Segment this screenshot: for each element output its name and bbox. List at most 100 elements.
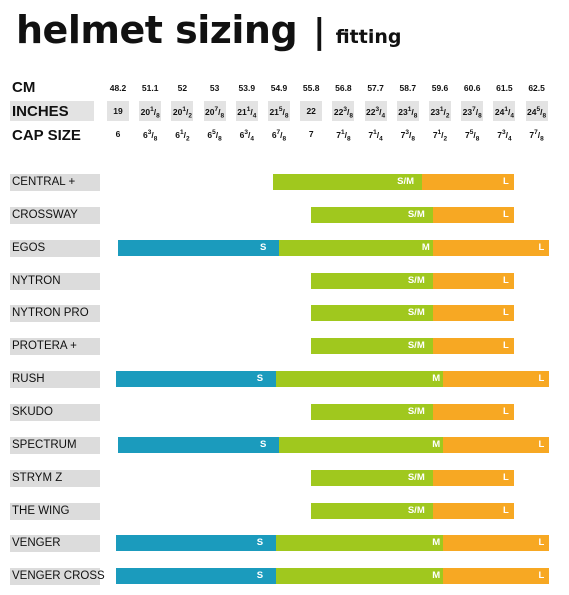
size-bar-label: L <box>503 275 509 286</box>
cap-size-value: 63/8 <box>143 129 158 143</box>
size-bar-label: M <box>432 570 441 581</box>
inches-cell-bg <box>396 101 419 121</box>
cm-value: 62.5 <box>528 83 545 93</box>
cap-size-value: 71/2 <box>432 129 448 143</box>
size-bar-s-m <box>311 273 433 289</box>
size-bar-label: S/M <box>397 176 414 187</box>
cm-value: 53.9 <box>238 83 256 93</box>
inches-cell-bg <box>461 101 484 121</box>
inches-value: 231/2 <box>430 106 450 120</box>
inches-value: 201/8 <box>140 106 160 120</box>
page-title: helmet sizing | fitting <box>16 8 401 58</box>
size-bar-label: S/M <box>407 505 425 516</box>
size-bar-m <box>275 568 444 584</box>
model-name: PROTERA + <box>10 338 100 355</box>
size-bar-l <box>443 568 550 584</box>
size-bar-m <box>275 371 444 387</box>
size-bar-l <box>443 535 550 551</box>
size-bar-l <box>432 240 550 256</box>
cm-value: 59.6 <box>431 83 449 93</box>
inches-cell-bg <box>139 101 162 121</box>
size-bar-label: S <box>256 537 264 548</box>
model-name: VENGER <box>10 535 100 552</box>
size-bar-l <box>443 371 550 387</box>
size-bar-l <box>443 437 550 453</box>
size-bar-label: L <box>538 537 545 548</box>
size-bar-s-m <box>311 404 433 420</box>
cm-value: 53 <box>209 83 220 93</box>
size-bar-label: S/M <box>407 406 425 417</box>
inches-value: 207/8 <box>205 106 225 120</box>
model-name: RUSH <box>10 371 100 388</box>
size-bar-label: L <box>538 570 545 581</box>
title-separator: | <box>313 12 326 52</box>
title-subtitle: fitting <box>335 26 402 48</box>
inches-value: 245/8 <box>527 106 547 120</box>
size-bar-s <box>118 240 312 256</box>
inches-cell-bg <box>364 101 387 121</box>
inches-value: 237/8 <box>462 106 482 120</box>
cm-value: 60.6 <box>463 83 481 93</box>
size-bar-l <box>432 273 515 289</box>
cm-value: 54.9 <box>270 83 288 93</box>
size-bar-l <box>432 404 515 420</box>
cm-value: 52 <box>177 83 188 93</box>
cap-size-value: 75/8 <box>465 129 480 143</box>
cm-value: 57.7 <box>367 83 384 93</box>
size-bar-l <box>432 503 515 519</box>
cap-size-value: 67/8 <box>271 129 287 143</box>
model-name: CROSSWAY <box>10 207 100 224</box>
inches-header-bg <box>10 101 94 121</box>
inches-cell-bg <box>107 101 129 121</box>
cm-value: 48.2 <box>109 83 127 93</box>
size-bar-s-m <box>311 503 433 519</box>
size-bar-s <box>115 535 308 551</box>
size-bar-label: M <box>432 537 441 548</box>
size-bar-label: S/M <box>407 472 425 483</box>
inches-value: 223/8 <box>333 106 353 120</box>
size-bar-s <box>115 568 308 584</box>
model-name: VENGER CROSS <box>10 568 105 585</box>
cm-value: 61.5 <box>496 83 513 93</box>
size-bar-label: L <box>538 242 545 253</box>
title-main: helmet sizing <box>16 8 298 52</box>
size-bar-label: M <box>432 439 441 450</box>
size-bar-l <box>422 174 515 190</box>
size-bar-label: L <box>503 209 509 220</box>
size-bar-label: L <box>503 505 509 516</box>
inches-value: 215/8 <box>269 106 289 120</box>
cap-size-value: 71/4 <box>368 129 383 143</box>
size-bar-s-m <box>311 338 433 354</box>
size-bar-s-m <box>311 207 433 223</box>
inches-value: 201/2 <box>172 106 192 120</box>
inches-value: 231/8 <box>398 106 418 120</box>
size-bar-label: L <box>538 439 545 450</box>
size-bar-s-m <box>311 470 433 486</box>
model-name: THE WING <box>10 503 100 520</box>
size-bar-s-m <box>311 305 433 321</box>
inches-cell-bg <box>268 101 290 121</box>
inches-cell-bg <box>203 101 226 121</box>
size-bar-label: S <box>256 570 264 581</box>
cm-value: 55.8 <box>302 83 320 93</box>
size-bar-label: L <box>503 307 509 318</box>
cm-value: 58.7 <box>399 83 417 93</box>
size-bar-label: M <box>421 242 430 253</box>
inches-cell-bg <box>235 101 258 121</box>
inches-cell-bg <box>429 101 451 121</box>
cap-size-value: 7 <box>308 129 314 139</box>
size-bar-l <box>432 338 515 354</box>
inches-value: 223/4 <box>366 106 386 120</box>
model-name: NYTRON PRO <box>10 305 100 322</box>
model-name: SPECTRUM <box>10 437 100 454</box>
size-bar-m <box>279 240 433 256</box>
size-bar-m <box>279 437 444 453</box>
inches-cell-bg <box>171 101 194 121</box>
inches-value: 19 <box>113 106 123 116</box>
size-bar-label: S/M <box>407 275 425 286</box>
size-bar-label: S/M <box>407 340 425 351</box>
size-bar-label: S <box>256 373 264 384</box>
size-bar-label: L <box>538 373 545 384</box>
size-bar-s <box>115 371 308 387</box>
inches-header: INCHES <box>12 103 69 120</box>
